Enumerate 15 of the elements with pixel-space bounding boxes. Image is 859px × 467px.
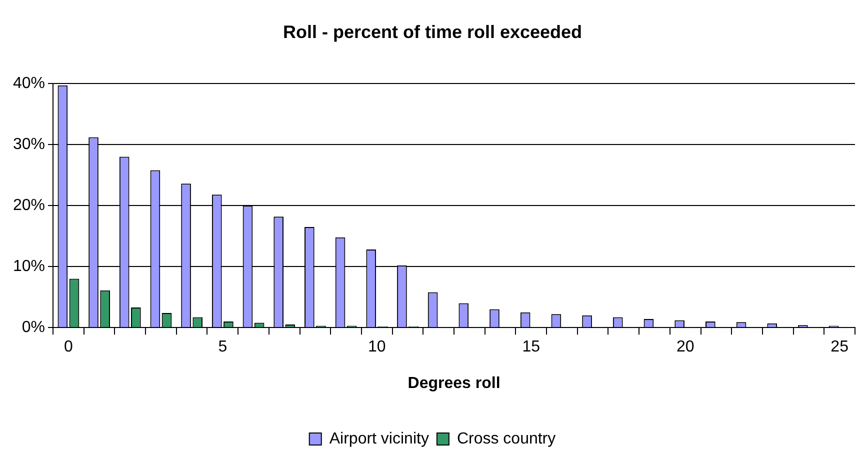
y-tick-label: 10% [12,258,46,276]
x-tick-label: 5 [218,338,228,356]
legend-label: Airport vicinity [329,430,429,448]
x-tick-label: 20 [676,338,694,356]
x-axis-title: Degrees roll [408,374,500,392]
y-tick-label: 40% [12,75,46,92]
x-tick-label: 0 [64,338,73,356]
y-tick-label: 20% [12,197,46,214]
x-tick-label: 10 [368,338,386,356]
y-tick-label: 30% [12,136,46,154]
y-tick-label: 0% [22,319,46,336]
legend-label: Cross country [456,430,556,448]
x-tick-label: 15 [522,338,540,356]
chart-title: Roll - percent of time roll exceeded [282,22,582,42]
x-tick-label: 25 [830,338,849,356]
